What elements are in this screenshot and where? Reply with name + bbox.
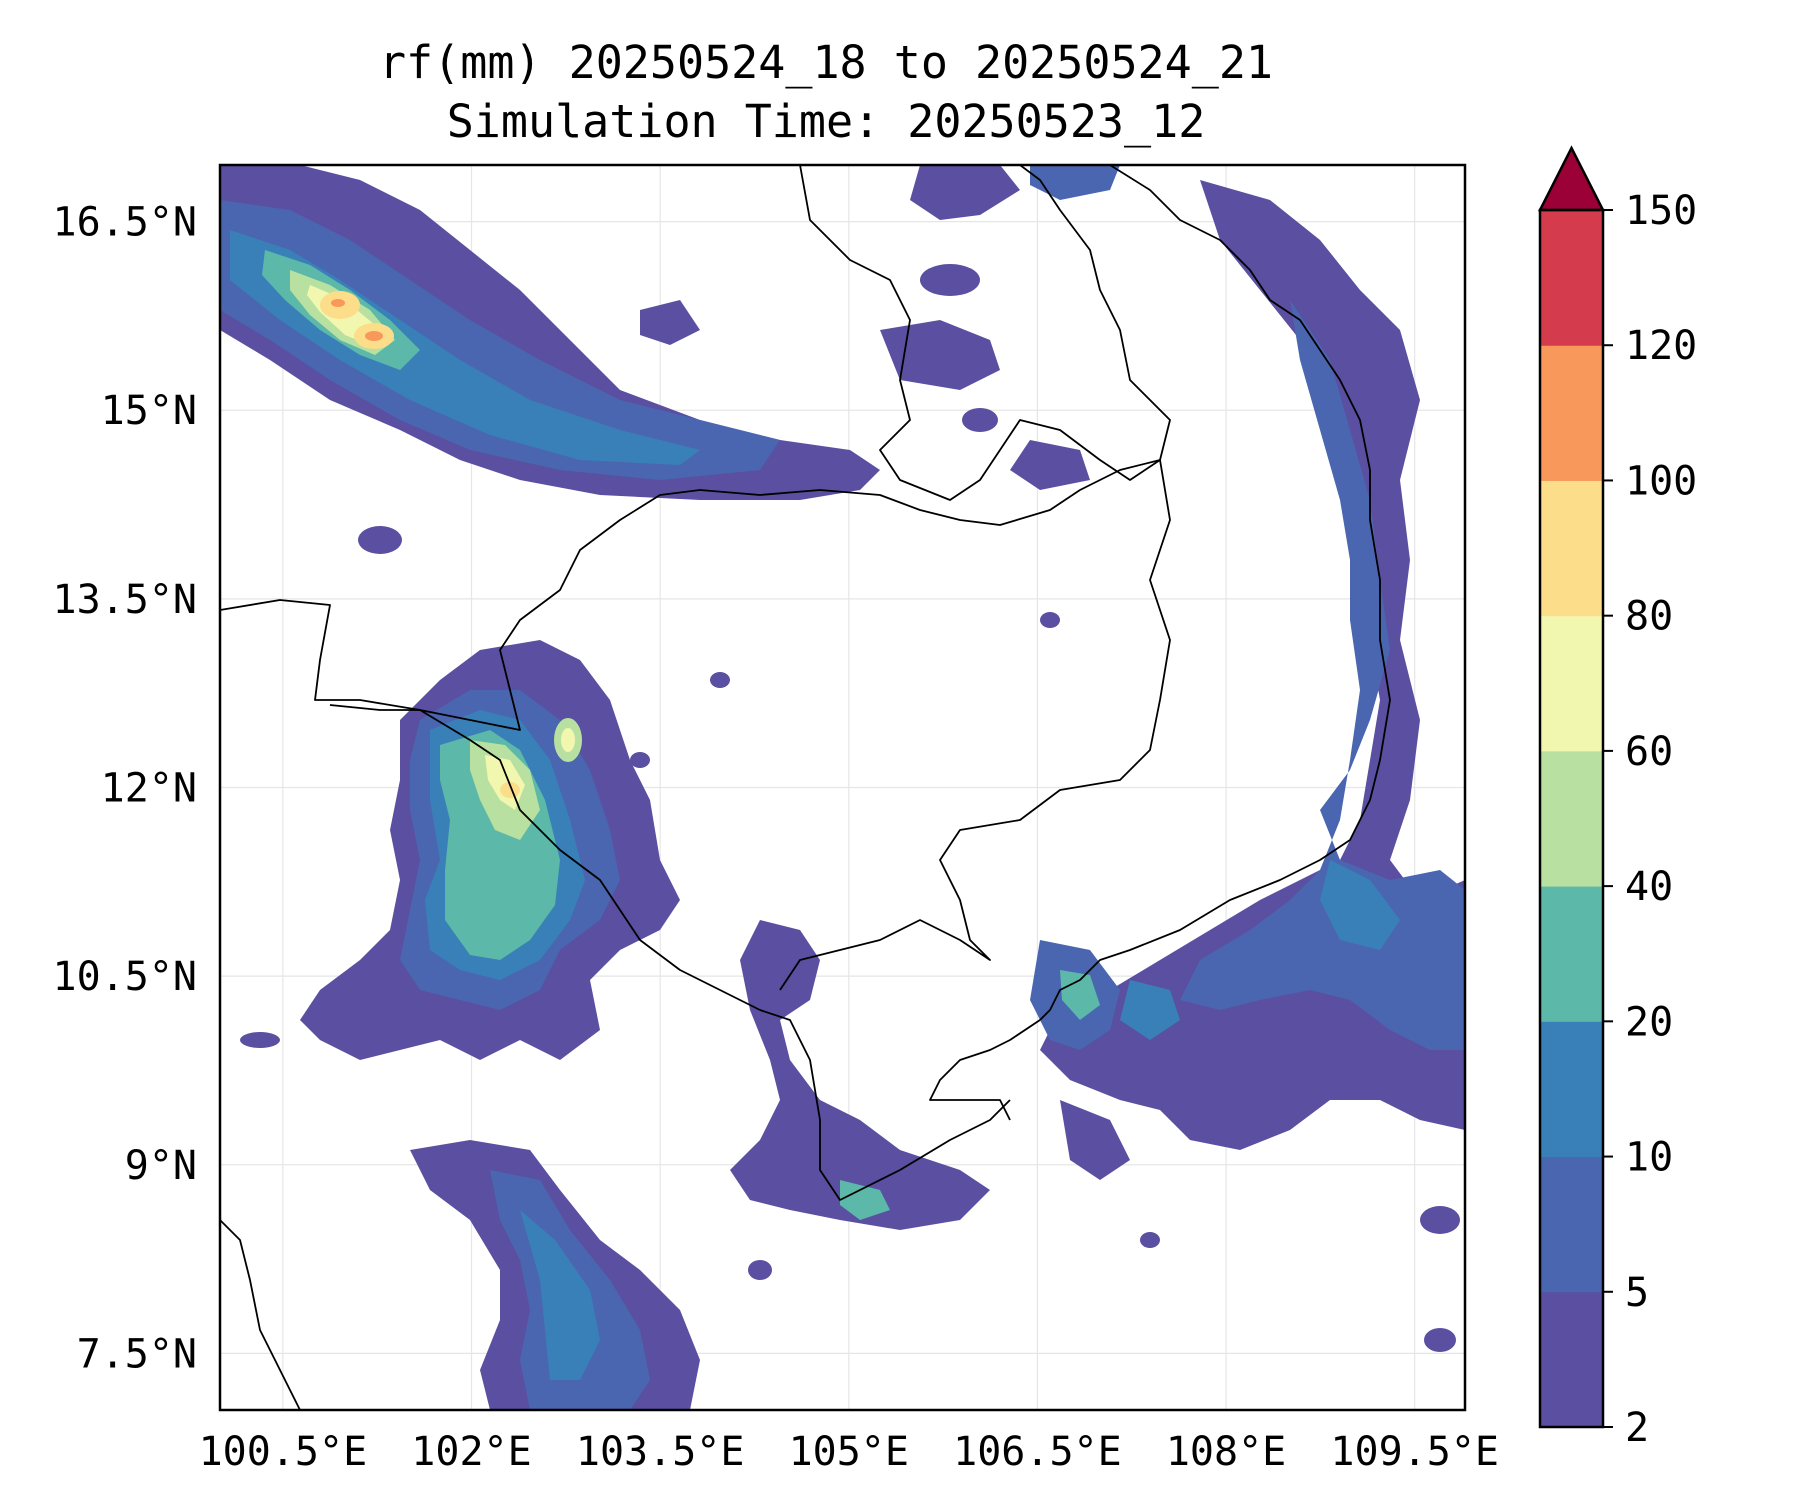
colorbar-label: 5 [1625, 1270, 1649, 1316]
rainfall-layer [220, 165, 1465, 1410]
colorbar-label: 40 [1625, 864, 1673, 910]
lat-tick-label: 9°N [125, 1143, 197, 1189]
lon-tick-label: 100.5°E [199, 1429, 368, 1475]
colorbar-segment [1540, 886, 1603, 1022]
lat-tick-label: 15°N [101, 388, 197, 434]
cambodia-vietnam-border [779, 459, 1171, 991]
lon-tick-label: 103.5°E [576, 1429, 745, 1475]
title-line-1: rf(mm) 20250524_18 to 20250524_21 [378, 36, 1274, 89]
longitude-tick-labels: 100.5°E 102°E 103.5°E 105°E 106.5°E 108°E 109.… [199, 1429, 1499, 1475]
lon-tick-label: 106.5°E [953, 1429, 1122, 1475]
colorbar-segment [1540, 1021, 1603, 1158]
colorbar-segment [1540, 210, 1603, 346]
colorbar-segment [1540, 1156, 1603, 1293]
rain-region-southern-gulf [410, 1140, 700, 1410]
colorbar-label: 10 [1625, 1135, 1673, 1181]
lat-tick-label: 13.5°N [53, 577, 198, 623]
title-line-2: Simulation Time: 20250523_12 [446, 95, 1206, 148]
colorbar-label: 100 [1625, 458, 1697, 504]
rain-region-ne-thailand [220, 165, 1120, 500]
malay-peninsula-coast [220, 1219, 301, 1410]
gulf-of-thailand-coast [329, 704, 1011, 1201]
colorbar-segment [1540, 345, 1603, 481]
latitude-tick-labels: 16.5°N 15°N 13.5°N 12°N 10.5°N 9°N 7.5°N [53, 200, 198, 1378]
map-frame [218, 163, 1467, 1412]
colorbar-label: 20 [1625, 999, 1673, 1045]
rain-region-gulf-ne-coast [300, 640, 680, 1060]
colorbar-frame [1538, 208, 1605, 1429]
colorbar-label: 150 [1625, 188, 1697, 234]
colorbar-segment [1540, 1291, 1603, 1428]
lat-tick-label: 16.5°N [53, 200, 198, 246]
lon-tick-label: 102°E [411, 1429, 531, 1475]
laos-vietnam-border [799, 165, 1171, 501]
rain-region-vietnam-east [1040, 180, 1465, 1150]
colorbar-label: 120 [1625, 323, 1697, 369]
thailand-cambodia-border [220, 459, 1161, 731]
colorbar-label: 60 [1625, 729, 1673, 775]
lat-tick-label: 7.5°N [77, 1331, 197, 1377]
colorbar-label: 2 [1625, 1405, 1649, 1451]
mekong-delta-coast [929, 1019, 1041, 1121]
lat-tick-label: 12°N [101, 766, 197, 812]
colorbar-segment [1540, 750, 1603, 887]
coastlines-and-borders [220, 165, 1391, 1410]
lon-tick-label: 109.5°E [1330, 1429, 1499, 1475]
lat-tick-label: 10.5°N [53, 954, 198, 1000]
colorbar-extend-arrow [1537, 145, 1606, 212]
vietnam-east-coast [1039, 165, 1391, 1021]
colorbar-label: 80 [1625, 594, 1673, 640]
lon-tick-label: 108°E [1166, 1429, 1286, 1475]
rain-scattered-cells [240, 264, 1460, 1352]
colorbar: 2 5 10 20 40 60 80 100 120 150 [1537, 145, 1697, 1451]
colorbar-segment [1540, 615, 1603, 752]
lon-tick-label: 105°E [789, 1429, 909, 1475]
colorbar-segment [1540, 480, 1603, 617]
